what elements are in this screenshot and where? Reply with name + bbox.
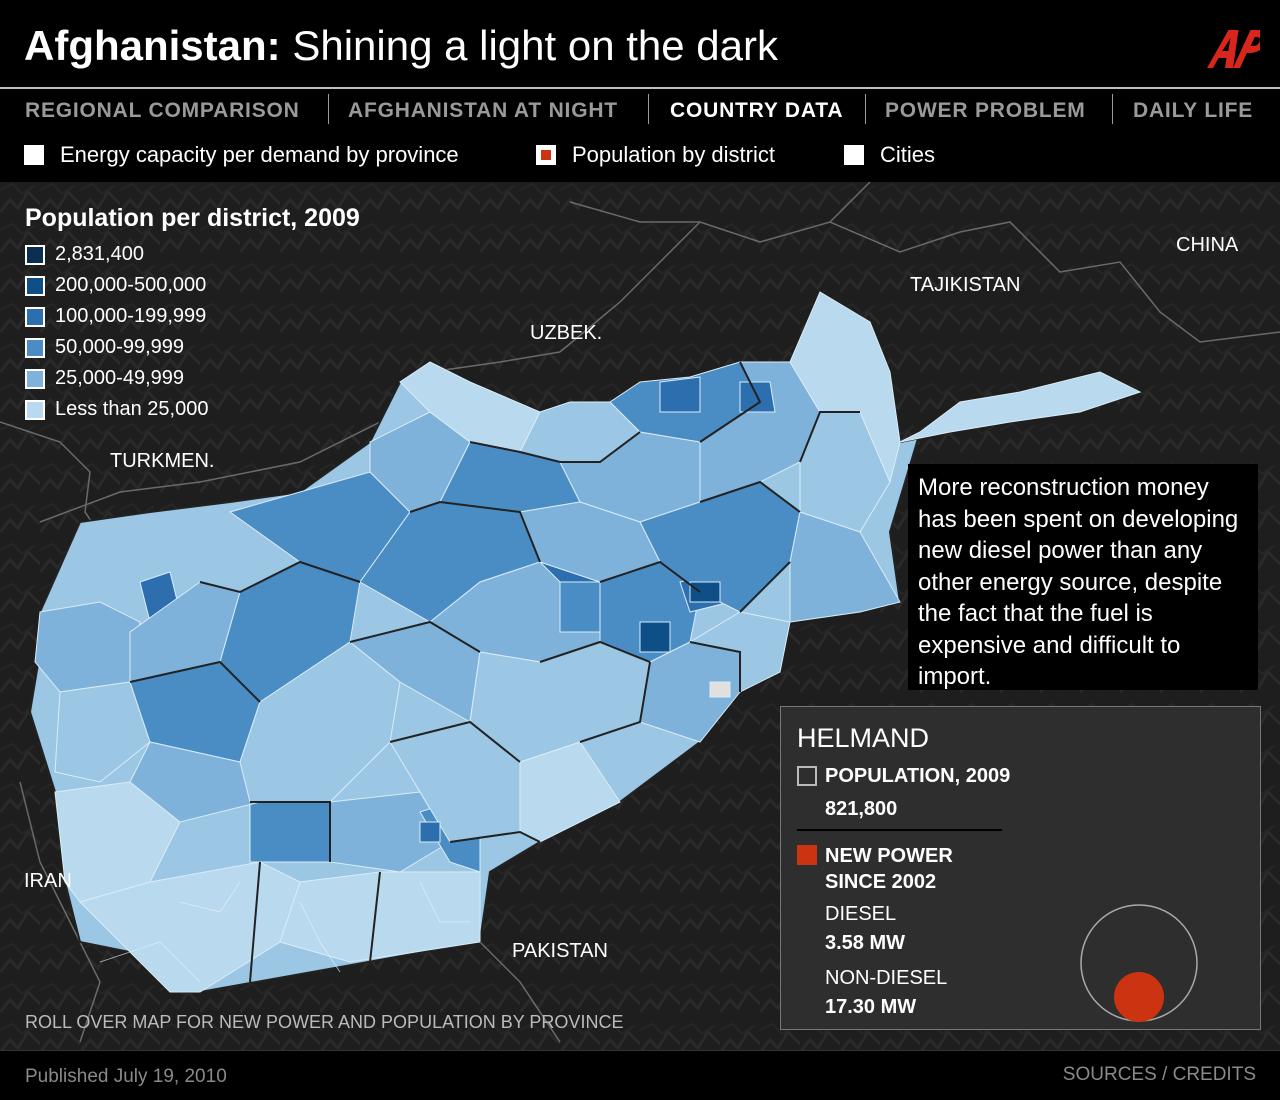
legend-item: 100,000-199,999: [25, 305, 206, 328]
legend-swatch: [25, 244, 45, 265]
ap-logo: [1207, 30, 1260, 68]
legend-label: 100,000-199,999: [55, 305, 207, 327]
title-bold: Afghanistan:: [24, 22, 281, 69]
header: Afghanistan: Shining a light on the dark: [0, 0, 1280, 88]
map: Population per district, 2009 2,831,400 …: [0, 182, 1280, 1050]
tab-divider: [1112, 94, 1113, 124]
rollover-instruction: ROLL OVER MAP FOR NEW POWER AND POPULATI…: [25, 1012, 624, 1032]
legend-item: 200,000-500,000: [25, 274, 206, 297]
legend-item: 2,831,400: [25, 243, 144, 266]
toggle-label: Population by district: [572, 142, 775, 167]
country-label-uzbek: UZBEK.: [530, 322, 603, 344]
district-lines: [99, 881, 470, 983]
population-swatch: [797, 766, 817, 786]
legend-label: 25,000-49,999: [55, 367, 185, 389]
tab-daily-life[interactable]: DAILY LIFE: [1133, 99, 1254, 122]
header-divider: [0, 87, 1280, 89]
power-comparison-graphic: [1080, 904, 1198, 1022]
toggle-energy-capacity[interactable]: Energy capacity per demand by province: [24, 140, 459, 170]
tab-regional-comparison[interactable]: REGIONAL COMPARISON: [25, 99, 300, 122]
new-power-circle: [1114, 972, 1164, 1022]
page-title: Afghanistan: Shining a light on the dark: [24, 22, 778, 70]
province-borders: [129, 361, 860, 983]
checkbox-icon[interactable]: [24, 145, 44, 165]
tab-divider: [648, 94, 649, 124]
legend-item: 50,000-99,999: [25, 336, 184, 359]
layer-toggles: Energy capacity per demand by province P…: [0, 136, 1280, 176]
legend-swatch: [25, 306, 45, 327]
panel-divider: [797, 829, 1002, 831]
province-name: HELMAND: [797, 723, 930, 753]
new-power-label: NEW POWER SINCE 2002: [825, 845, 953, 893]
legend-title: Population per district, 2009: [25, 204, 360, 232]
published-date: Published July 19, 2010: [25, 1066, 227, 1087]
district-polygons[interactable]: [34, 291, 1142, 993]
tab-bar: REGIONAL COMPARISON AFGHANISTAN AT NIGHT…: [0, 90, 1280, 132]
legend-swatch: [25, 275, 45, 296]
country-label-turkmen: TURKMEN.: [110, 450, 215, 472]
new-power-swatch: [797, 845, 817, 865]
diesel-label: DIESEL: [825, 903, 897, 925]
legend-swatch: [25, 368, 45, 389]
tab-country-data[interactable]: COUNTRY DATA: [670, 99, 844, 122]
legend-swatch: [25, 337, 45, 358]
neighbor-borders: [0, 182, 1280, 1043]
toggle-label: Energy capacity per demand by province: [60, 142, 459, 167]
toggle-label: Cities: [880, 142, 936, 167]
legend-label: Less than 25,000: [55, 398, 209, 420]
legend-label: 50,000-99,999: [55, 336, 185, 358]
tab-divider: [328, 94, 329, 124]
tab-divider: [865, 94, 866, 124]
population-label: POPULATION, 2009: [825, 765, 1011, 787]
note-box: More reconstruction money has been spent…: [908, 464, 1258, 690]
legend-item: Less than 25,000: [25, 398, 208, 421]
tab-power-problem[interactable]: POWER PROBLEM: [885, 99, 1086, 122]
checkbox-checked-icon[interactable]: [536, 145, 556, 165]
toggle-cities[interactable]: Cities: [844, 140, 935, 170]
tab-afghanistan-at-night[interactable]: AFGHANISTAN AT NIGHT: [348, 99, 618, 122]
legend-swatch: [25, 399, 45, 420]
legend-label: 200,000-500,000: [55, 274, 207, 296]
country-label-iran: IRAN: [24, 870, 72, 892]
legend-label: 2,831,400: [55, 243, 144, 265]
province-info-panel: HELMAND POPULATION, 2009 821,800 NEW POW…: [780, 706, 1261, 1030]
country-label-pakistan: PAKISTAN: [512, 940, 608, 962]
checkbox-icon[interactable]: [844, 145, 864, 165]
population-value: 821,800: [825, 798, 898, 820]
footer-divider: [0, 1050, 1280, 1051]
toggle-population-by-district[interactable]: Population by district: [536, 140, 775, 170]
sources-credits-link[interactable]: SOURCES / CREDITS: [1062, 1064, 1256, 1085]
diesel-value: 3.58 MW: [825, 932, 906, 954]
nondiesel-value: 17.30 MW: [825, 996, 917, 1018]
country-label-tajikistan: TAJIKISTAN: [910, 274, 1021, 296]
country-label-china: CHINA: [1176, 234, 1239, 256]
nondiesel-label: NON-DIESEL: [825, 967, 948, 989]
title-subtitle: Shining a light on the dark: [292, 22, 778, 69]
legend-item: 25,000-49,999: [25, 367, 184, 390]
